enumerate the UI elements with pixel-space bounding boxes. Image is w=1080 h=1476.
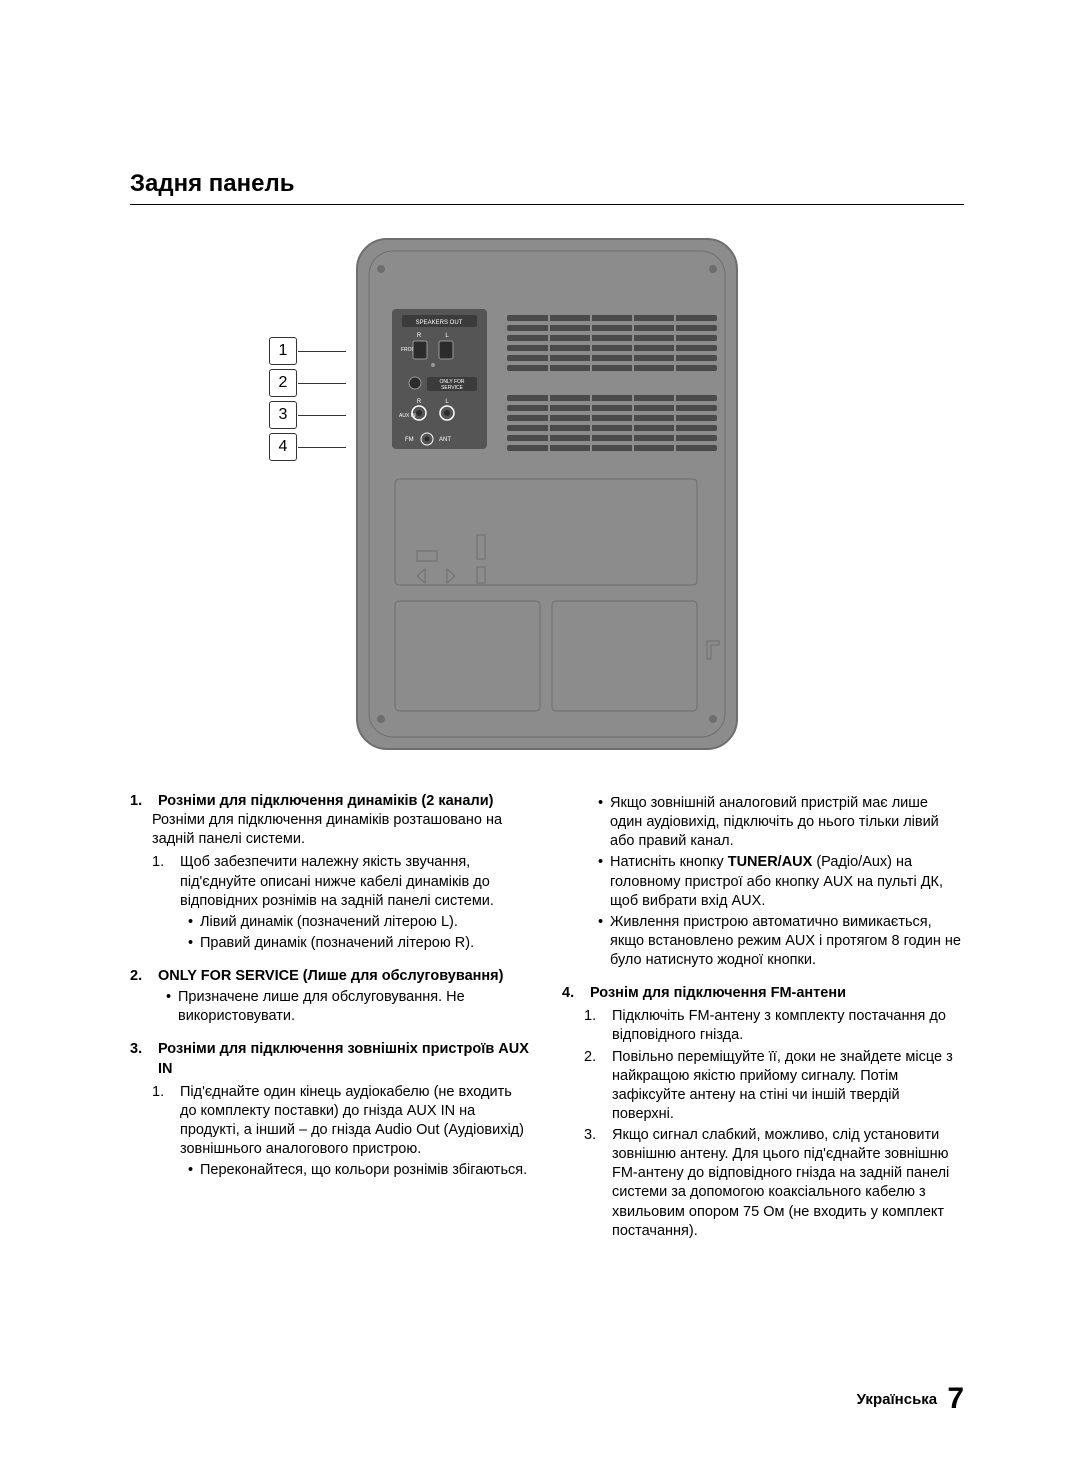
item-num: 2. [130, 967, 152, 986]
sub-text: Повільно переміщуйте її, доки не знайдет… [612, 1048, 964, 1125]
svg-text:R: R [417, 333, 422, 339]
right-column: Якщо зовнішній аналоговий пристрій має л… [562, 792, 964, 1255]
bullet: Живлення пристрою автоматично вимикаєтьс… [598, 913, 964, 970]
sub-text: Щоб забезпечити належну якість звучання,… [180, 853, 532, 910]
item-heading: Розніми для підключення зовнішніх пристр… [158, 1040, 532, 1078]
callout-3: 3 [269, 401, 297, 429]
sub-num: 3. [584, 1126, 606, 1241]
item-1: 1. Розніми для підключення динаміків (2 … [130, 792, 532, 953]
callout-4: 4 [269, 433, 297, 461]
svg-text:SERVICE: SERVICE [441, 385, 464, 391]
callout-2: 2 [269, 369, 297, 397]
bullet: Натисніть кнопку TUNER/AUX (Радіо/Aux) н… [598, 853, 964, 910]
sub-text: Під'єднайте один кінець аудіокабелю (не … [180, 1083, 532, 1160]
item-num: 3. [130, 1040, 152, 1078]
item-heading: Рознім для підключення FM-антени [590, 984, 846, 1003]
callout-1: 1 [269, 337, 297, 365]
footer-page-number: 7 [947, 1382, 964, 1415]
bullet: Переконайтеся, що кольори рознімів збіга… [188, 1161, 532, 1180]
svg-text:FM: FM [405, 437, 414, 443]
body-columns: 1. Розніми для підключення динаміків (2 … [130, 792, 964, 1255]
bullet: Призначене лише для обслуговування. Не в… [166, 988, 532, 1026]
svg-text:SPEAKERS OUT: SPEAKERS OUT [416, 320, 463, 326]
footer-lang: Українська [857, 1391, 937, 1408]
item-body: Розніми для підключення динаміків розташ… [152, 811, 532, 849]
item-heading: ONLY FOR SERVICE (Лише для обслуговуванн… [158, 967, 503, 986]
left-column: 1. Розніми для підключення динаміків (2 … [130, 792, 532, 1255]
sub-text: Підключіть FM-антену з комплекту постача… [612, 1007, 964, 1045]
item-num: 4. [562, 984, 584, 1003]
rear-panel-svg: SPEAKERS OUTRLFRONTONLY FORSERVICERLAUX … [347, 229, 747, 759]
sub-num: 2. [584, 1048, 606, 1125]
item-num: 1. [130, 792, 152, 811]
svg-text:ANT: ANT [439, 437, 451, 443]
sub-num: 1. [152, 1083, 174, 1160]
item-4: 4. Рознім для підключення FM-антени 1. П… [562, 984, 964, 1241]
bullet: Правий динамік (позначений літерою R). [188, 934, 532, 953]
sub-num: 1. [584, 1007, 606, 1045]
item-2: 2. ONLY FOR SERVICE (Лише для обслуговув… [130, 967, 532, 1026]
item-3: 3. Розніми для підключення зовнішніх при… [130, 1040, 532, 1180]
svg-text:R: R [417, 399, 422, 405]
page-title: Задня панель [130, 170, 964, 198]
bullet: Якщо зовнішній аналоговий пристрій має л… [598, 794, 964, 851]
sub-text: Якщо сигнал слабкий, можливо, слід устан… [612, 1126, 964, 1241]
page-footer: Українська 7 [857, 1382, 964, 1416]
item-heading: Розніми для підключення динаміків (2 кан… [158, 792, 493, 811]
sub-num: 1. [152, 853, 174, 910]
title-rule [130, 204, 964, 205]
bullet: Лівий динамік (позначений літерою L). [188, 913, 532, 932]
rear-panel-diagram: 1 2 3 4 SPEAKERS OUTRLFRONTONLY FORSERVI… [130, 229, 964, 764]
